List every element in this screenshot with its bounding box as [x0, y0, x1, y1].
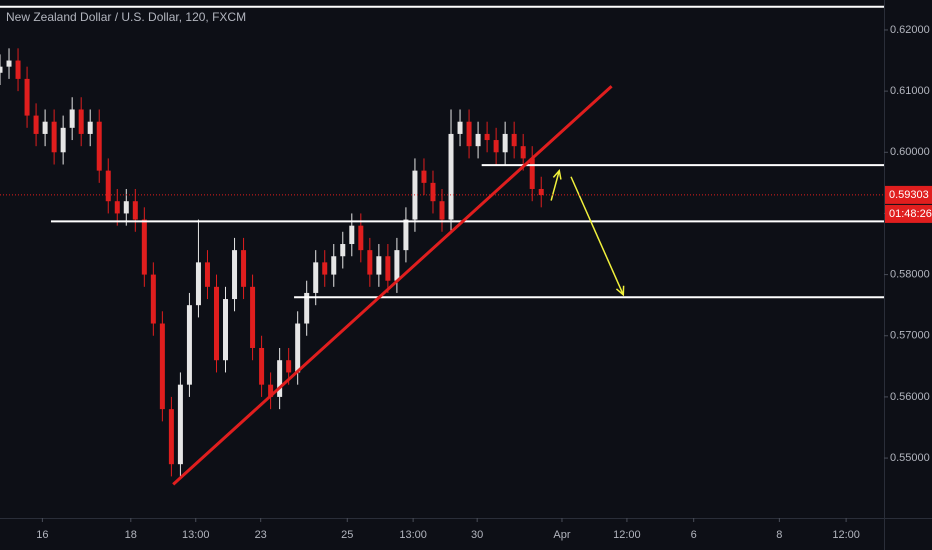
- y-tick-label: 0.58000: [890, 269, 930, 281]
- trendline: [172, 85, 613, 486]
- x-tick-label: 23: [255, 529, 267, 541]
- candle-body: [520, 146, 526, 159]
- candle-body: [186, 305, 192, 385]
- arrow-head: [552, 168, 562, 180]
- arrow-shaft: [570, 176, 624, 296]
- candle-body: [475, 133, 481, 147]
- x-tick-label: 6: [691, 529, 697, 541]
- candle-body: [502, 133, 508, 153]
- candle-body: [132, 201, 138, 220]
- candle-body: [105, 170, 111, 202]
- last-price-label: 0.59303: [889, 189, 929, 201]
- last-price-box: [885, 185, 932, 204]
- y-tick-label: 0.57000: [890, 330, 930, 342]
- candle-body: [177, 384, 183, 465]
- candle-body: [195, 262, 201, 306]
- x-tick-label: 12:00: [613, 529, 641, 541]
- countdown-box: [885, 204, 932, 223]
- candle-body: [286, 360, 292, 373]
- candle-body: [150, 274, 156, 324]
- y-tick-label: 0.60000: [890, 146, 930, 158]
- x-tick-label: Apr: [553, 529, 570, 541]
- candle-body: [421, 170, 427, 183]
- candle-body: [87, 121, 93, 134]
- candle-body: [33, 115, 39, 134]
- candle-body: [6, 60, 12, 67]
- x-tick-label: 30: [471, 529, 483, 541]
- candle-body: [529, 158, 535, 189]
- candle-body: [295, 323, 301, 373]
- y-tick-label: 0.55000: [890, 452, 930, 464]
- candle-body: [457, 121, 463, 134]
- candle-body: [96, 121, 102, 171]
- candle-body: [268, 384, 274, 397]
- candle-body: [385, 256, 391, 281]
- candle-body: [141, 219, 147, 275]
- candle-body: [15, 60, 21, 79]
- candle-body: [376, 256, 382, 275]
- candle-body: [394, 250, 400, 281]
- candle-body: [223, 299, 229, 361]
- arrow-shaft: [550, 170, 560, 201]
- candle-body: [123, 201, 129, 214]
- candle-body: [448, 133, 454, 220]
- candle-body: [51, 121, 57, 153]
- x-tick-label: 8: [776, 529, 782, 541]
- candle-body: [69, 109, 75, 128]
- candle-body: [430, 182, 436, 202]
- candle-body: [331, 256, 337, 275]
- candle-body: [213, 286, 219, 361]
- candle-body: [232, 250, 238, 300]
- candle-body: [250, 286, 256, 348]
- y-tick-label: 0.61000: [890, 85, 930, 97]
- candle-body: [466, 121, 472, 147]
- candle-body: [358, 225, 364, 251]
- candle-body: [313, 262, 319, 293]
- y-tick-label: 0.56000: [890, 391, 930, 403]
- candle-body: [439, 201, 445, 220]
- candle-body: [159, 323, 165, 410]
- x-tick-label: 13:00: [399, 529, 427, 541]
- arrow-head: [615, 285, 625, 297]
- candle-body: [493, 140, 499, 153]
- candle-body: [511, 133, 517, 147]
- candle-body: [78, 109, 84, 134]
- x-tick-label: 25: [341, 529, 353, 541]
- candle-body: [259, 347, 265, 385]
- x-tick-label: 13:00: [182, 529, 210, 541]
- candle-body: [24, 78, 30, 116]
- x-tick-label: 12:00: [832, 529, 860, 541]
- candle-body: [403, 219, 409, 251]
- candle-body: [277, 360, 283, 397]
- candle-body: [204, 262, 210, 287]
- candle-body: [304, 292, 310, 324]
- countdown-label: 01:48:26: [889, 208, 932, 220]
- candle-body: [0, 66, 3, 73]
- candle-body: [340, 244, 346, 257]
- candle-body: [322, 262, 328, 275]
- candle-body: [60, 127, 66, 153]
- y-tick-label: 0.62000: [890, 24, 930, 36]
- candle-body: [114, 201, 120, 214]
- candle-body: [241, 250, 247, 287]
- x-tick-label: 16: [36, 529, 48, 541]
- x-tick-label: 18: [125, 529, 137, 541]
- candle-body: [367, 250, 373, 275]
- candle-body: [168, 409, 174, 465]
- candle-body: [538, 188, 544, 196]
- candle-body: [42, 121, 48, 134]
- candle-body: [484, 133, 490, 141]
- candle-body: [349, 225, 355, 245]
- chart-title: New Zealand Dollar / U.S. Dollar, 120, F…: [6, 10, 246, 24]
